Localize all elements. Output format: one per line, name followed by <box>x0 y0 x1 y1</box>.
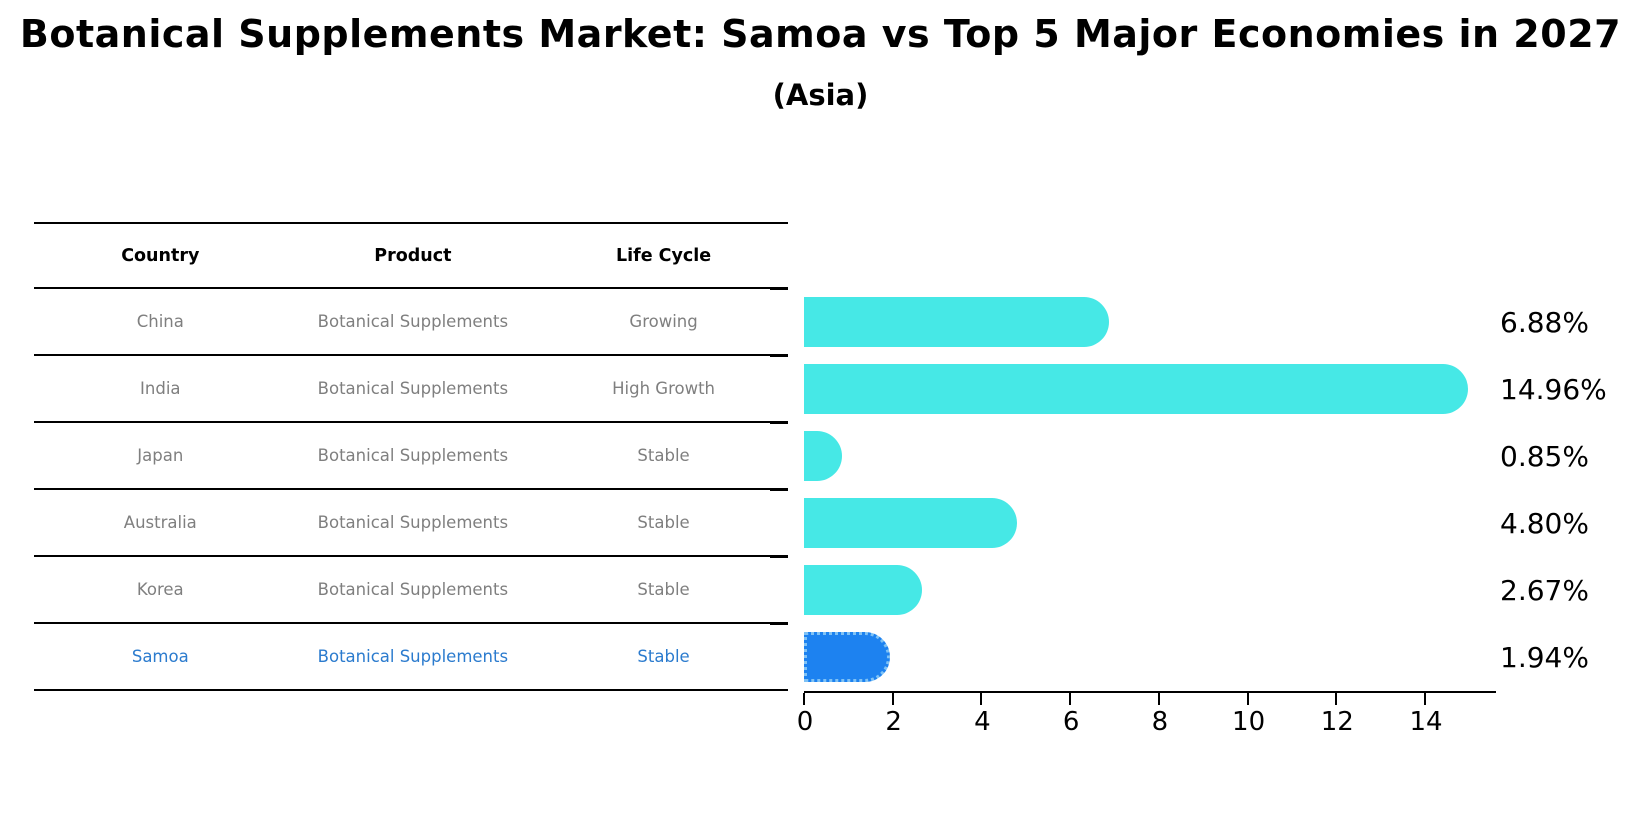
bar-japan <box>804 431 842 481</box>
cell-country: India <box>140 379 181 398</box>
cell-product: Botanical Supplements <box>317 446 509 465</box>
chart-subtitle: (Asia) <box>772 78 869 112</box>
bar-chart-plot: 0 2 4 6 8 10 12 14 <box>770 288 1496 737</box>
bar-china <box>804 297 1110 347</box>
cell-product: Botanical Supplements <box>317 647 509 666</box>
cell-country: Japan <box>137 446 184 465</box>
table-row-japan: Japan Botanical Supplements Stable <box>34 423 788 490</box>
x-axis-tick-label: 12 <box>1320 707 1354 737</box>
value-label-japan: 0.85% <box>1500 440 1589 473</box>
value-labels: 6.88% 14.96% 0.85% 4.80% 2.67% 1.94% <box>1500 289 1640 691</box>
value-label-korea: 2.67% <box>1500 574 1589 607</box>
bar-korea <box>804 565 923 615</box>
value-label-australia: 4.80% <box>1500 507 1589 540</box>
cell-country: Korea <box>136 580 184 599</box>
cell-country: Samoa <box>131 647 189 666</box>
cell-country: Australia <box>123 513 197 532</box>
table-row-australia: Australia Botanical Supplements Stable <box>34 490 788 557</box>
cell-product: Botanical Supplements <box>317 513 509 532</box>
table-row-china: China Botanical Supplements Growing <box>34 289 788 356</box>
cell-life-cycle: Stable <box>637 580 690 599</box>
bar-row-india <box>804 356 1496 423</box>
x-axis-tick-8: 8 <box>1152 693 1168 737</box>
x-axis-tick-12: 12 <box>1321 693 1354 737</box>
table-row-india: India Botanical Supplements High Growth <box>34 356 788 423</box>
x-axis-tick-label: 8 <box>1151 707 1169 737</box>
bar-australia <box>804 498 1017 548</box>
x-axis-tick-label: 4 <box>974 707 991 737</box>
header-product: Product <box>374 245 452 266</box>
y-axis-tick <box>770 489 788 491</box>
value-label-india: 14.96% <box>1500 373 1607 406</box>
x-axis-line <box>804 691 1496 693</box>
x-axis-tick-label: 10 <box>1232 707 1266 737</box>
bar-row-china <box>804 289 1496 356</box>
cell-product: Botanical Supplements <box>317 379 509 398</box>
bar-row-samoa <box>804 624 1496 691</box>
x-axis-tick-label: 0 <box>796 707 814 737</box>
cell-life-cycle: Stable <box>637 446 690 465</box>
bar-samoa <box>804 632 891 682</box>
cell-product: Botanical Supplements <box>317 580 509 599</box>
cell-product: Botanical Supplements <box>317 312 509 331</box>
table-row-samoa: Samoa Botanical Supplements Stable <box>34 624 788 691</box>
y-axis-tick <box>770 556 788 558</box>
x-axis-tick-14: 14 <box>1409 693 1443 737</box>
x-axis-tick-4: 4 <box>974 693 991 737</box>
x-axis-tick-label: 14 <box>1409 707 1443 737</box>
x-axis-tick-label: 2 <box>885 707 902 737</box>
y-axis-tick <box>770 288 788 290</box>
cell-life-cycle: Stable <box>637 647 690 666</box>
bar-india <box>804 364 1468 414</box>
bar-row-australia <box>804 490 1496 557</box>
cell-life-cycle: Growing <box>629 312 698 331</box>
x-axis-tick-6: 6 <box>1063 693 1079 737</box>
x-axis-tick-0: 0 <box>797 693 813 737</box>
cell-country: China <box>136 312 184 331</box>
y-axis-tick <box>770 689 788 691</box>
value-label-china: 6.88% <box>1500 306 1589 339</box>
country-table: Country Product Life Cycle China Botanic… <box>34 222 788 691</box>
header-life-cycle: Life Cycle <box>615 245 712 266</box>
header-country: Country <box>121 245 200 266</box>
x-axis-tick-2: 2 <box>885 693 902 737</box>
y-axis-tick <box>770 422 788 424</box>
cell-life-cycle: High Growth <box>612 379 716 398</box>
bar-row-japan <box>804 423 1496 490</box>
y-axis-tick <box>770 355 788 357</box>
value-label-samoa: 1.94% <box>1500 641 1589 674</box>
chart-title: Botanical Supplements Market: Samoa vs T… <box>19 12 1622 56</box>
cell-life-cycle: Stable <box>637 513 690 532</box>
y-axis-tick <box>770 623 788 625</box>
bar-row-korea <box>804 557 1496 624</box>
table-header-row: Country Product Life Cycle <box>34 224 788 289</box>
x-axis-tick-10: 10 <box>1232 693 1265 737</box>
table-row-korea: Korea Botanical Supplements Stable <box>34 557 788 624</box>
x-axis-tick-label: 6 <box>1062 707 1080 737</box>
